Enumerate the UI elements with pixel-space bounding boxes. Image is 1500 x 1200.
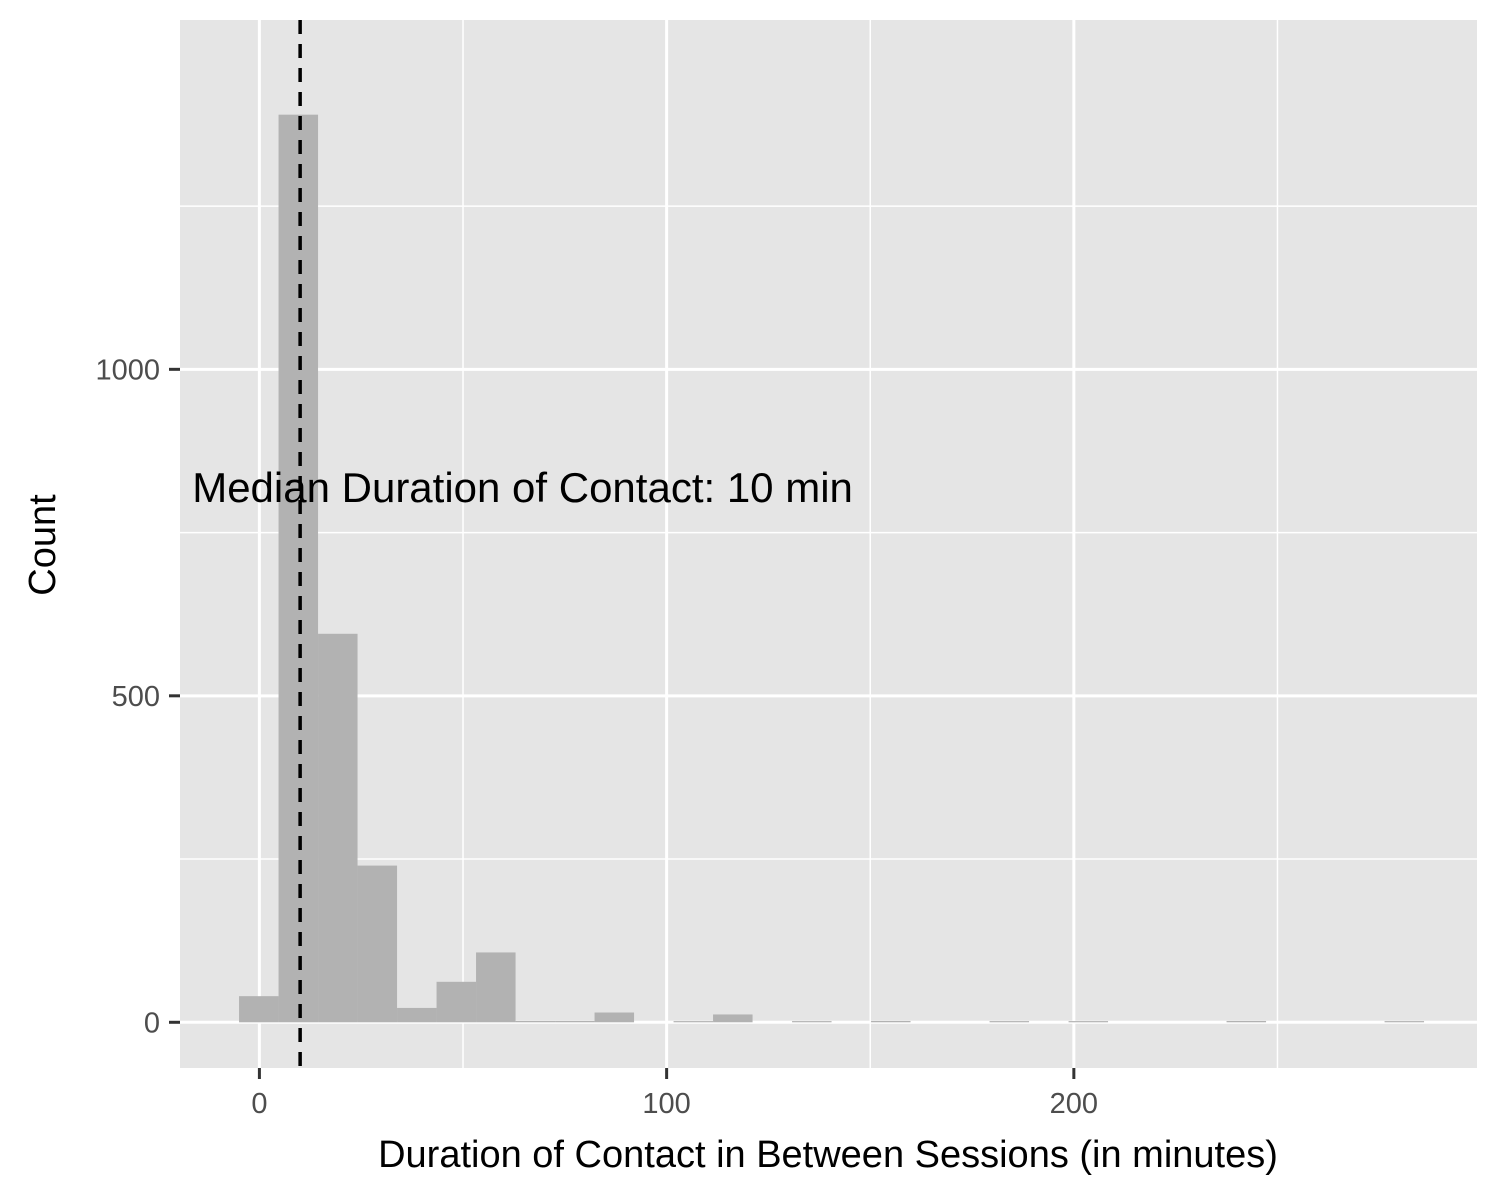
x-tick-label: 100	[642, 1088, 690, 1120]
histogram-bar	[1384, 1021, 1425, 1023]
y-tick-label: 0	[144, 1007, 160, 1039]
histogram-bar	[792, 1021, 832, 1023]
histogram-bars	[239, 114, 1425, 1023]
histogram-bar	[357, 865, 398, 1023]
histogram-bar	[871, 1020, 911, 1023]
histogram-bar	[278, 114, 319, 1023]
histogram-bar	[318, 633, 358, 1023]
histogram-bar	[1226, 1020, 1267, 1023]
x-tick-label: 200	[1050, 1088, 1098, 1120]
histogram-bar	[989, 1021, 1030, 1023]
histogram-bar	[673, 1021, 714, 1023]
y-axis-title: Count	[22, 494, 64, 596]
y-tick-labels: 0 500 1000	[95, 354, 160, 1039]
histogram-bar	[555, 1020, 595, 1023]
median-annotation: Median Duration of Contact: 10 min	[192, 464, 853, 511]
axis-ticks	[169, 367, 1076, 1079]
histogram-bar	[239, 996, 279, 1023]
histogram-bar	[397, 1007, 437, 1023]
histogram-bar	[713, 1014, 753, 1023]
minor-gridlines	[180, 20, 1477, 1068]
histogram-bar	[476, 952, 516, 1023]
histogram-bar	[1068, 1021, 1109, 1023]
y-tick-label: 1000	[95, 354, 160, 386]
x-tick-label: 0	[251, 1088, 267, 1120]
y-tick-label: 500	[112, 681, 160, 713]
histogram-bar	[594, 1012, 635, 1023]
histogram-bar	[436, 981, 477, 1023]
x-tick-labels: 0 100 200	[251, 1088, 1098, 1120]
x-axis-title: Duration of Contact in Between Sessions …	[378, 1134, 1278, 1176]
histogram-bar	[515, 1020, 556, 1023]
